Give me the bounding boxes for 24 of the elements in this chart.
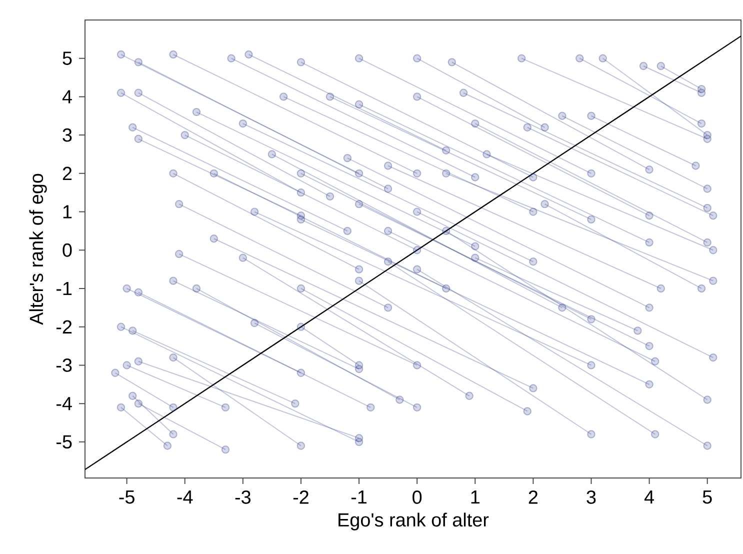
x-tick-label: -2 [293, 490, 308, 504]
y-tick-label: 1 [63, 205, 72, 218]
x-axis-title: Ego's rank of alter [338, 512, 489, 530]
y-tick-label: 4 [62, 90, 72, 104]
y-tick-label: -4 [56, 397, 72, 410]
y-tick-label: 0 [62, 243, 72, 257]
y-tick-label: 5 [62, 52, 72, 65]
y-tick-label: -5 [56, 435, 72, 449]
y-tick-label: 3 [62, 128, 72, 142]
y-tick-label: -3 [56, 358, 72, 372]
y-tick-label: -2 [56, 320, 72, 334]
x-tick-label: 5 [702, 490, 712, 504]
y-axis-title: Alter's rank of ego [29, 174, 47, 325]
x-tick-label: -3 [235, 490, 250, 504]
y-tick-label: -1 [56, 282, 72, 296]
x-tick-label: -1 [351, 490, 366, 504]
x-tick-label: -5 [119, 490, 134, 504]
x-tick-label: 0 [412, 490, 422, 504]
y-tick-label: 2 [62, 166, 72, 180]
x-tick-label: 3 [586, 490, 596, 504]
x-tick-label: 4 [644, 490, 654, 504]
x-tick-label: 2 [528, 490, 538, 504]
x-tick-label: 1 [471, 490, 480, 504]
x-tick-label: -4 [177, 490, 193, 504]
